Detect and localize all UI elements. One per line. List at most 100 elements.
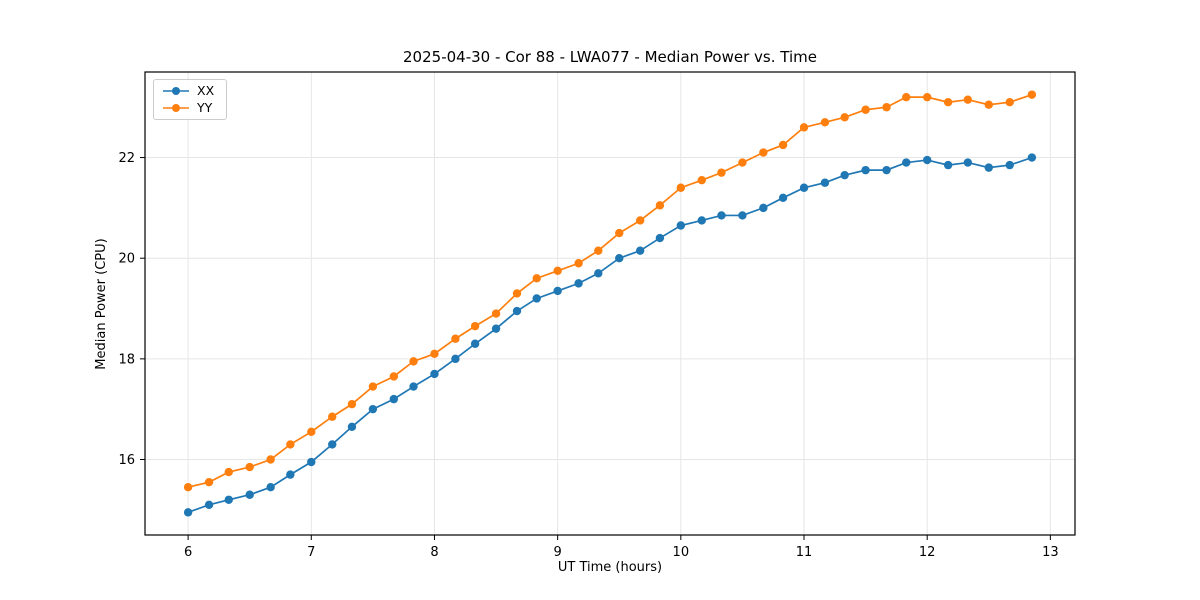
series-yy-marker bbox=[738, 158, 747, 167]
series-xx-marker bbox=[183, 508, 193, 517]
series-xx-marker bbox=[389, 394, 399, 404]
x-tick-label: 7 bbox=[307, 545, 315, 560]
series-yy-marker bbox=[491, 309, 501, 318]
y-tick-label: 18 bbox=[118, 352, 135, 367]
series-yy-marker bbox=[245, 462, 254, 472]
series-xx-marker bbox=[347, 422, 357, 431]
series-xx-marker bbox=[820, 178, 830, 187]
series-xx-marker bbox=[1005, 160, 1014, 170]
series-yy-marker bbox=[553, 266, 562, 275]
y-tick-label: 20 bbox=[118, 252, 135, 267]
series-xx-marker bbox=[224, 495, 233, 504]
series-xx-marker bbox=[491, 324, 501, 333]
series-yy-marker bbox=[347, 399, 357, 409]
series-yy-marker bbox=[840, 113, 849, 122]
series-xx-marker bbox=[778, 193, 788, 203]
series-yy-marker bbox=[717, 168, 726, 177]
series-yy-marker bbox=[1005, 98, 1014, 107]
series-yy-marker bbox=[820, 118, 830, 127]
series-xx-marker bbox=[902, 158, 911, 167]
series-xx-marker bbox=[922, 155, 932, 165]
series-xx-marker bbox=[615, 254, 624, 263]
legend-label-yy: YY bbox=[197, 99, 213, 115]
series-xx-marker bbox=[984, 163, 993, 172]
series-yy-marker bbox=[1027, 90, 1037, 99]
series-xx-marker bbox=[532, 294, 541, 303]
series-xx-marker bbox=[1027, 153, 1037, 162]
series-xx-marker bbox=[451, 354, 460, 364]
series-yy-marker bbox=[183, 482, 193, 492]
x-tick-label: 10 bbox=[673, 545, 690, 560]
series-xx-marker bbox=[328, 440, 337, 449]
legend-item-xx: XX bbox=[162, 83, 215, 98]
series-yy-marker bbox=[389, 372, 399, 381]
series-xx-marker bbox=[470, 339, 480, 348]
series-xx-marker bbox=[204, 500, 214, 509]
series-yy-marker bbox=[882, 103, 891, 112]
series-xx-marker bbox=[307, 457, 316, 467]
plot-border bbox=[144, 71, 1076, 536]
x-tick-label: 9 bbox=[554, 545, 562, 560]
axes: 6 7 8 9 10 11 12 13 16 18 20 22 bbox=[118, 71, 1076, 560]
y-tick-label: 22 bbox=[118, 151, 135, 166]
series-yy-marker bbox=[470, 321, 480, 331]
series-yy-marker bbox=[430, 349, 439, 359]
series-yy-marker bbox=[307, 427, 316, 437]
series-yy-marker bbox=[204, 477, 214, 487]
series-xx-marker bbox=[368, 404, 378, 414]
y-axis-label: Median Power (CPU) bbox=[94, 238, 109, 369]
series-yy-marker bbox=[594, 246, 603, 255]
series-yy-marker bbox=[224, 467, 233, 477]
series-xx-marker bbox=[512, 306, 522, 316]
data-series bbox=[183, 90, 1037, 517]
series-yy-marker bbox=[266, 455, 275, 464]
series-xx-marker bbox=[245, 490, 254, 499]
series-xx-marker bbox=[738, 211, 747, 220]
series-yy-marker bbox=[902, 92, 911, 102]
series-xx-marker bbox=[882, 165, 891, 175]
series-yy-marker bbox=[451, 334, 460, 343]
series-xx-marker bbox=[655, 233, 665, 243]
series-yy-marker bbox=[861, 105, 870, 114]
series-xx-marker bbox=[635, 246, 645, 255]
series-yy-marker bbox=[778, 140, 788, 150]
series-yy-marker bbox=[799, 123, 809, 132]
series-yy-marker bbox=[655, 201, 665, 210]
series-xx-marker bbox=[717, 211, 726, 220]
legend-marker-xx-icon bbox=[163, 87, 189, 96]
series-xx-marker bbox=[697, 216, 706, 225]
series-yy-line bbox=[187, 93, 1033, 489]
x-tick-label: 12 bbox=[919, 545, 936, 560]
series-yy-marker bbox=[574, 259, 583, 268]
series-yy-marker bbox=[759, 148, 768, 157]
series-yy-marker bbox=[963, 95, 973, 104]
series-xx-marker bbox=[943, 160, 953, 170]
series-yy-marker bbox=[943, 98, 953, 107]
y-tick-label: 16 bbox=[118, 453, 135, 468]
grid-lines bbox=[145, 72, 1075, 535]
legend-marker-yy-icon bbox=[163, 103, 189, 112]
series-xx-marker bbox=[286, 470, 295, 479]
series-yy-marker bbox=[286, 440, 295, 449]
x-axis-label: UT Time (hours) bbox=[558, 560, 662, 575]
series-yy-marker bbox=[532, 274, 541, 283]
x-tick-label: 6 bbox=[184, 545, 192, 560]
series-xx-marker bbox=[799, 183, 809, 192]
legend-item-yy: YY bbox=[162, 99, 214, 115]
series-yy-marker bbox=[984, 100, 993, 109]
series-xx-marker bbox=[840, 170, 849, 180]
series-yy-marker bbox=[328, 412, 337, 421]
series-yy-marker bbox=[615, 228, 624, 238]
x-tick-label: 11 bbox=[796, 545, 813, 560]
series-xx-marker bbox=[963, 158, 973, 167]
series-yy-marker bbox=[922, 92, 932, 102]
series-xx-marker bbox=[553, 286, 562, 296]
legend-label-xx: XX bbox=[197, 83, 215, 98]
series-yy-marker bbox=[697, 176, 706, 185]
series-yy-marker bbox=[368, 382, 378, 391]
series-yy-marker bbox=[409, 357, 418, 366]
series-xx-marker bbox=[759, 203, 768, 213]
legend: XX YY bbox=[153, 79, 228, 120]
